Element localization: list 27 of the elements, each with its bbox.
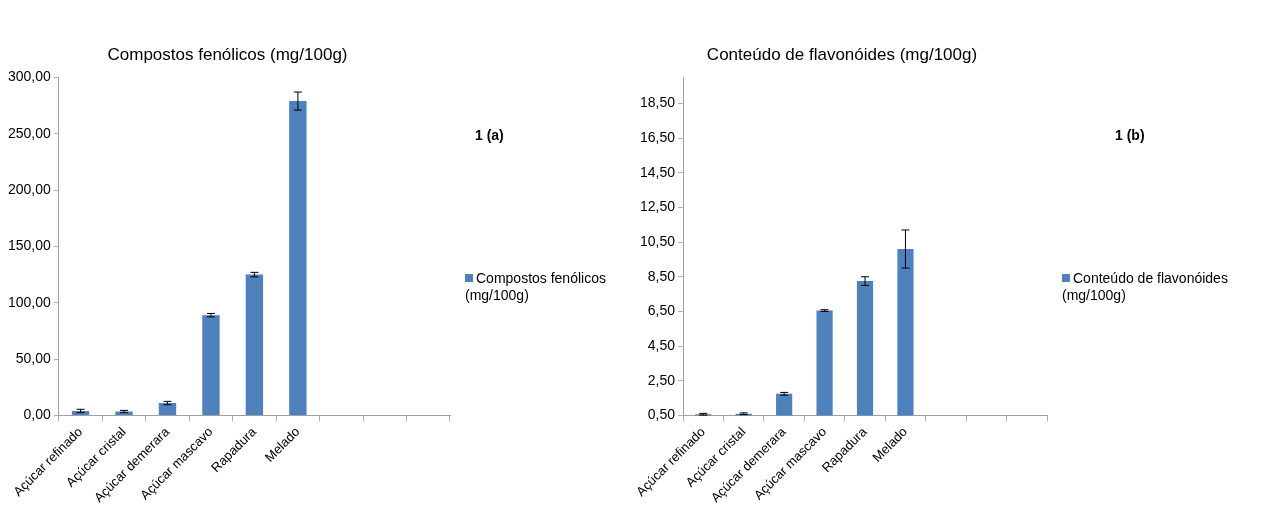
y-tick-label: 200,00 bbox=[7, 180, 52, 197]
y-tick-label: 2,50 bbox=[647, 371, 676, 388]
y-tick-label: 100,00 bbox=[7, 293, 52, 310]
y-tick-label: 18,50 bbox=[639, 94, 676, 111]
y-tick-label: 10,50 bbox=[639, 232, 676, 249]
bar bbox=[289, 101, 307, 415]
text: 1 (b) bbox=[1115, 127, 1145, 143]
bar bbox=[202, 315, 220, 415]
y-tick-label: 12,50 bbox=[639, 198, 676, 215]
y-tick-label: 150,00 bbox=[7, 237, 52, 254]
legend-label: Conteúdo de flavonóides (mg/100g) bbox=[1062, 270, 1228, 303]
bar bbox=[245, 274, 264, 415]
text: 1 (a) bbox=[475, 127, 504, 143]
y-tick-label: 50,00 bbox=[15, 349, 52, 366]
chart-title: Conteúdo de flavonóides (mg/100g) bbox=[706, 44, 978, 64]
y-tick-label: 6,50 bbox=[647, 302, 676, 319]
bar bbox=[158, 403, 177, 415]
y-tick-label: 0,50 bbox=[647, 406, 676, 423]
y-tick-label: 16,50 bbox=[639, 128, 676, 145]
y-tick-label: 300,00 bbox=[7, 68, 52, 85]
y-tick-label: 0,00 bbox=[23, 406, 52, 423]
y-tick-label: 4,50 bbox=[647, 336, 676, 353]
y-tick-label: 8,50 bbox=[647, 267, 676, 284]
y-tick-label: 14,50 bbox=[639, 163, 676, 180]
legend-label: Compostos fenólicos (mg/100g) bbox=[465, 270, 606, 303]
y-tick-label: 250,00 bbox=[7, 124, 52, 141]
chart-title: Compostos fenólicos (mg/100g) bbox=[107, 44, 348, 64]
